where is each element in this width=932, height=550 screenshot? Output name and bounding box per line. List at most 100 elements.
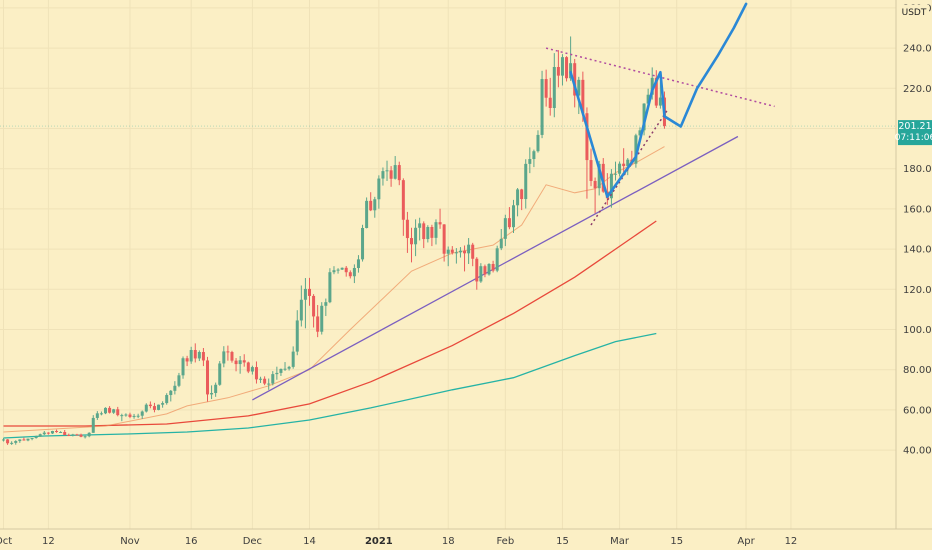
candle-body <box>71 434 75 436</box>
x-tick-label: 16 <box>185 536 198 547</box>
candle <box>283 362 287 371</box>
candle <box>263 376 267 386</box>
candle <box>104 407 107 415</box>
candle <box>442 224 446 262</box>
candle-body <box>499 238 503 249</box>
candle-body <box>405 219 409 239</box>
series-trendline-purple <box>252 135 739 401</box>
candle <box>385 160 389 181</box>
candle-body <box>14 441 18 443</box>
candle <box>2 438 5 442</box>
candle <box>548 77 552 116</box>
candle-body <box>528 159 532 164</box>
candle <box>128 412 132 419</box>
candle <box>140 410 144 419</box>
candle <box>201 347 205 367</box>
candle-body <box>397 165 401 181</box>
candle <box>499 229 503 251</box>
candle-body <box>283 368 287 370</box>
candle <box>487 263 491 276</box>
candle-body <box>95 413 99 418</box>
candle-body <box>654 77 658 106</box>
candle-body <box>144 404 148 412</box>
candle <box>63 430 67 436</box>
candle-body <box>10 442 14 444</box>
candle-body <box>124 414 128 416</box>
candle-body <box>46 432 50 434</box>
candle <box>418 217 422 241</box>
candle <box>467 238 471 264</box>
candles <box>2 36 666 445</box>
candle <box>495 245 499 273</box>
candle <box>83 435 87 439</box>
candle-body <box>312 295 316 317</box>
candle-body <box>120 415 124 417</box>
candle <box>405 211 409 253</box>
candle <box>552 53 556 118</box>
candle-body <box>577 79 581 96</box>
candle <box>206 356 209 402</box>
candle-body <box>516 189 520 206</box>
candle-body <box>454 252 458 254</box>
candle <box>42 431 46 436</box>
candle-body <box>83 436 87 438</box>
candle-body <box>22 439 26 441</box>
candle <box>169 390 173 402</box>
candle <box>299 285 303 327</box>
candle <box>185 355 189 367</box>
candle-body <box>34 436 38 439</box>
candle <box>450 246 454 255</box>
candle <box>116 406 120 417</box>
candle-body <box>373 199 377 211</box>
candle <box>332 266 336 275</box>
candle <box>544 69 548 107</box>
candle <box>589 148 593 187</box>
candle-body <box>250 367 254 372</box>
candle-body <box>226 351 230 353</box>
y-tick-label: 40.00 <box>903 446 932 457</box>
candle <box>99 411 103 416</box>
candle <box>369 192 373 212</box>
time-axis[interactable]: Oct 12 Nov 16 Dec 14 2021 18 Feb 15 Mar 15 Apr 12 <box>0 536 797 547</box>
candle-body <box>348 272 352 277</box>
candle-body <box>152 406 156 410</box>
candle-body <box>189 350 193 362</box>
candle <box>361 224 365 262</box>
candle-body <box>63 432 67 436</box>
x-tick-label: 15 <box>670 536 683 547</box>
candle <box>634 133 638 168</box>
candle <box>410 227 413 263</box>
candle <box>618 161 622 177</box>
candle <box>26 438 30 442</box>
candle <box>536 130 540 153</box>
candle-body <box>18 439 22 442</box>
candle-body <box>573 63 577 96</box>
candle-body <box>450 249 454 253</box>
candle <box>193 343 197 363</box>
y-tick-label: 220.00 <box>903 84 932 95</box>
candle <box>55 429 59 433</box>
candle-body <box>544 79 548 98</box>
candle-body <box>328 272 332 303</box>
candle <box>152 402 156 413</box>
candle <box>430 224 434 247</box>
candle-body <box>230 352 234 361</box>
y-tick-label: 60.00 <box>903 405 932 416</box>
candle <box>454 248 458 264</box>
candle <box>373 196 377 218</box>
candle-body <box>369 200 373 211</box>
candle-body <box>532 151 536 160</box>
candle <box>177 372 181 388</box>
candle <box>512 199 515 234</box>
candle-body <box>128 414 132 417</box>
candle <box>324 298 328 317</box>
candle <box>475 257 479 290</box>
candle-body <box>385 170 389 172</box>
candle <box>136 413 140 419</box>
candle <box>446 246 450 267</box>
candle <box>254 361 258 384</box>
candle <box>352 264 356 284</box>
currency-label: USDT <box>902 8 927 18</box>
